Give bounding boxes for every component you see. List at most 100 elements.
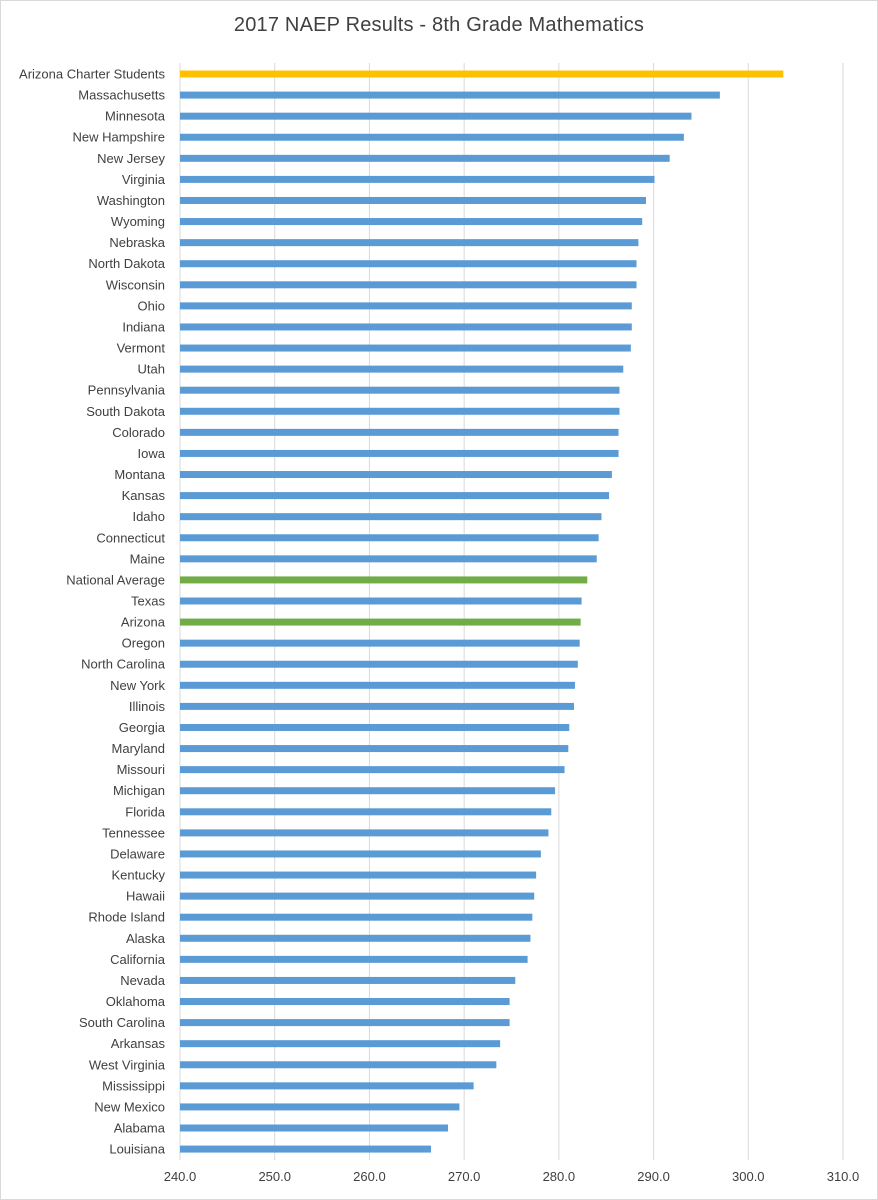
category-label: Oregon [122,636,165,651]
category-label: California [110,952,166,967]
category-label: Oklahoma [106,994,166,1009]
category-label: Hawaii [126,889,165,904]
category-label: Indiana [122,319,165,334]
bar [180,1103,460,1111]
bar [180,660,578,668]
bar [180,260,637,268]
bar [180,323,632,331]
x-tick-label: 250.0 [258,1169,291,1184]
bar [180,281,637,289]
category-label: Connecticut [96,530,165,545]
category-label: Nebraska [109,235,165,250]
category-label: Missouri [117,762,166,777]
bar [180,618,581,626]
x-tick-label: 270.0 [448,1169,481,1184]
category-label: Wyoming [111,214,165,229]
category-label: West Virginia [89,1057,166,1072]
category-label: Alabama [114,1121,166,1136]
category-label: Massachusetts [78,88,165,103]
bar [180,955,528,963]
bar [180,70,784,78]
x-tick-label: 290.0 [637,1169,670,1184]
category-label: Virginia [122,172,166,187]
x-tick-label: 310.0 [827,1169,860,1184]
category-label: National Average [66,572,165,587]
category-label: Montana [114,467,165,482]
category-label: Mississippi [102,1078,165,1093]
bar [180,154,670,162]
category-label: North Dakota [88,256,165,271]
bar [180,471,612,479]
bar [180,808,552,816]
bar [180,976,516,984]
bar [180,386,620,394]
x-tick-label: 280.0 [543,1169,576,1184]
chart-title: 2017 NAEP Results - 8th Grade Mathematic… [233,14,645,36]
category-label: Kansas [122,488,166,503]
category-label: Pennsylvania [88,383,166,398]
category-label: New Jersey [97,151,165,166]
bar [180,871,537,879]
category-label: Maryland [112,741,165,756]
bar [180,534,599,542]
category-label: New Mexico [94,1099,165,1114]
bar [180,597,582,605]
bar [180,1061,497,1069]
bar [180,513,602,521]
bar [180,492,610,500]
bar [180,302,632,310]
bar [180,555,597,563]
category-label: Iowa [138,446,166,461]
category-label: Florida [125,804,166,819]
category-label: Minnesota [105,109,166,124]
bar [180,766,565,774]
category-label: Delaware [110,846,165,861]
category-label: Colorado [112,425,165,440]
bar [180,1124,449,1132]
bar [180,850,541,858]
bar [180,787,556,795]
category-label: Georgia [119,720,166,735]
category-label: South Dakota [86,404,166,419]
category-label: Rhode Island [88,910,165,925]
category-label: Michigan [113,783,165,798]
category-label: Vermont [117,341,166,356]
category-label: Arkansas [111,1036,166,1051]
category-label: New Hampshire [73,130,165,145]
x-tick-label: 240.0 [164,1169,197,1184]
bar [180,1040,501,1048]
category-label: Maine [130,551,165,566]
bar [180,913,533,921]
category-label: Louisiana [109,1142,165,1157]
bar [180,449,619,457]
category-label: South Carolina [79,1015,166,1030]
bar [180,428,619,436]
bar [180,745,569,753]
category-label: Arizona [121,615,166,630]
x-tick-label: 260.0 [353,1169,386,1184]
bar [180,1019,510,1027]
category-label: New York [110,678,165,693]
category-label: Wisconsin [106,277,165,292]
category-label: Texas [131,594,165,609]
bar [180,218,643,226]
bar [180,239,639,247]
category-label: Utah [138,362,165,377]
category-label: Nevada [120,973,166,988]
category-label: Alaska [126,931,166,946]
category-label: Arizona Charter Students [19,67,165,82]
category-label: Tennessee [102,825,165,840]
category-label: Ohio [138,298,165,313]
bar [180,365,624,373]
category-label: Idaho [132,509,165,524]
category-label: Illinois [129,699,166,714]
bar [180,175,655,183]
bar [180,407,620,415]
bar [180,112,692,120]
bar [180,576,588,584]
x-tick-label: 300.0 [732,1169,765,1184]
bar [180,702,575,710]
bar [180,344,631,352]
bar [180,639,580,647]
